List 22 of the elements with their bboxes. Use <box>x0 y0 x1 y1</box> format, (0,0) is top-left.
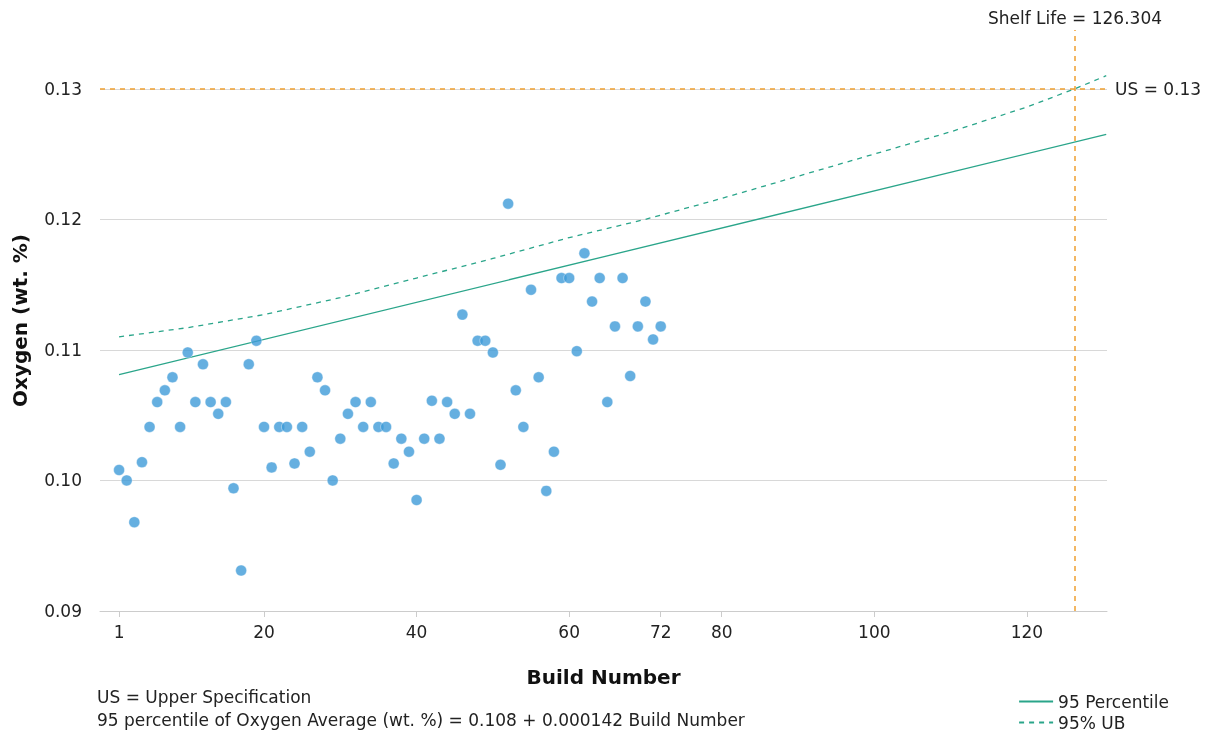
y-tick-label: 0.11 <box>44 339 82 360</box>
y-tick-label: 0.10 <box>44 470 82 491</box>
y-axis-title: Oxygen (wt. %) <box>8 234 32 407</box>
ref-line-label: Shelf Life = 126.304 <box>987 7 1163 28</box>
x-tick-label: 60 <box>558 621 580 642</box>
x-tick-label: 120 <box>1010 621 1044 642</box>
legend-label: 95% UB <box>1058 712 1126 733</box>
text: 95 percentile of Oxygen Average (wt. %) = 0.108 + 0.000142 Build Number <box>97 709 745 730</box>
x-tick-label: 72 <box>649 621 672 642</box>
x-tick-label: 100 <box>858 621 891 642</box>
y-tick-label: 0.13 <box>44 78 82 99</box>
text: US = Upper Specification <box>97 686 312 707</box>
legend-label: 95 Percentile <box>1058 691 1170 712</box>
x-axis-title: Build Number <box>526 665 681 689</box>
x-tick-label: 20 <box>253 621 275 642</box>
x-tick-label: 1 <box>113 621 125 642</box>
x-tick-label: 40 <box>405 621 428 642</box>
y-tick-label: 0.09 <box>44 601 82 621</box>
line-series <box>118 75 1107 338</box>
y-tick-label: 0.12 <box>44 209 82 230</box>
ref-line-label: US = 0.13 <box>1115 78 1202 99</box>
x-tick-label: 80 <box>710 621 733 642</box>
